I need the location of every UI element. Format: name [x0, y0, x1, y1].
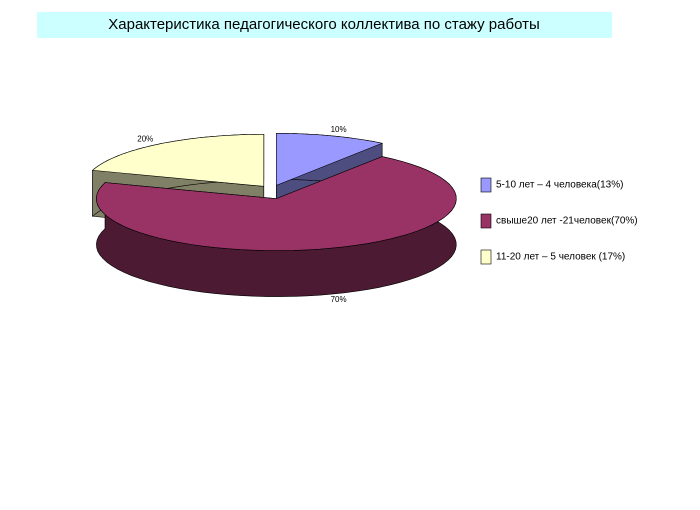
legend-swatch [480, 249, 492, 265]
chart-title: Характеристика педагогического коллектив… [108, 16, 540, 33]
slice [91, 134, 265, 187]
data-label: 70% [331, 295, 347, 304]
title-background [37, 12, 612, 38]
legend-swatch [480, 213, 492, 229]
data-label: 20% [137, 134, 153, 143]
legend-label: 11-20 лет – 5 человек (17%) [496, 252, 625, 263]
slice [96, 156, 457, 251]
data-label: 10% [331, 125, 347, 134]
slice [275, 133, 384, 186]
legend-swatch [480, 177, 492, 193]
legend-label: 5-10 лет – 4 человека(13%) [496, 180, 623, 191]
legend-label: свыше20 лет -21человек(70%) [496, 216, 638, 227]
